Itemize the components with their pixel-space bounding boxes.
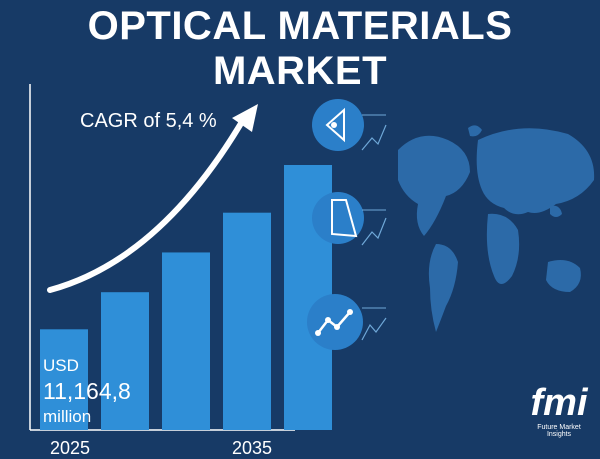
growth-arrowhead (232, 104, 258, 132)
year-end-label: 2035 (232, 438, 273, 458)
year-start-label: 2025 (50, 438, 91, 458)
pie-slice-icon (312, 192, 387, 246)
bar-3 (162, 252, 210, 430)
logo-name: Future Market Insights (537, 424, 581, 438)
bar-2 (101, 292, 149, 430)
lens-icon (312, 99, 387, 151)
logo-mark: fmi (530, 382, 588, 424)
world-map (398, 125, 595, 332)
value-unit: million (43, 407, 92, 426)
bar-4 (223, 212, 271, 430)
market-value: 11,164,8 (43, 378, 131, 404)
bar-1 (40, 329, 88, 430)
currency-label: USD (43, 356, 79, 375)
fmi-logo: fmi Future Market Insights (526, 384, 592, 438)
market-value-block: USD 11,164,8 million (43, 356, 131, 427)
cagr-label: CAGR of 5,4 % (80, 110, 217, 132)
growth-arrow (47, 117, 246, 293)
page-title: OPTICAL MATERIALS MARKET (87, 4, 513, 93)
line-trend-icon (307, 294, 387, 350)
bars-group (40, 165, 332, 430)
